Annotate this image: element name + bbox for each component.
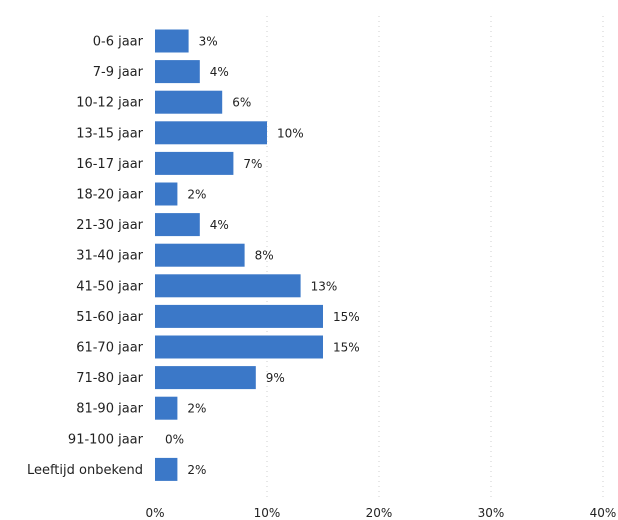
- bar: [155, 182, 178, 206]
- bar: [155, 304, 323, 328]
- category-label: 61-70 jaar: [76, 341, 143, 356]
- value-label: 10%: [277, 126, 304, 140]
- grid-lines: [266, 16, 604, 498]
- value-label: 2%: [187, 402, 206, 416]
- value-label: 4%: [210, 218, 229, 232]
- value-label: 2%: [187, 463, 206, 477]
- bar: [155, 213, 200, 237]
- value-label: 15%: [333, 341, 360, 355]
- category-label: 0-6 jaar: [93, 35, 144, 50]
- bar: [155, 457, 178, 481]
- value-label: 8%: [255, 249, 274, 263]
- category-labels: 0-6 jaar 7-9 jaar 10-12 jaar 13-15 jaar 16-1…: [27, 35, 144, 478]
- category-label: 51-60 jaar: [76, 310, 143, 325]
- x-tick-label: 40%: [590, 506, 617, 520]
- value-label: 2%: [187, 188, 206, 202]
- bar: [155, 151, 234, 175]
- value-label: 4%: [210, 65, 229, 79]
- bar: [155, 29, 189, 53]
- category-label: 91-100 jaar: [68, 432, 144, 447]
- bar: [155, 335, 323, 359]
- x-tick-label: 20%: [366, 506, 393, 520]
- value-label: 15%: [333, 310, 360, 324]
- x-axis-ticks: 0% 10% 20% 30% 40%: [145, 506, 616, 520]
- value-label: 7%: [243, 157, 262, 171]
- bar: [155, 396, 178, 420]
- category-label: 13-15 jaar: [76, 126, 143, 141]
- category-label: 7-9 jaar: [93, 65, 144, 80]
- bars: [155, 29, 323, 481]
- bar: [155, 60, 200, 84]
- value-labels: 3% 4% 6% 10% 7% 2% 4% 8% 13% 15% 15% 9% 2% 0% 2%: [165, 35, 360, 477]
- category-label: 18-20 jaar: [76, 188, 143, 203]
- category-label: 10-12 jaar: [76, 96, 143, 111]
- value-label: 13%: [311, 279, 338, 293]
- value-label: 3%: [199, 35, 218, 49]
- category-label: 31-40 jaar: [76, 249, 143, 264]
- bar: [155, 366, 256, 390]
- category-label: 81-90 jaar: [76, 402, 143, 417]
- value-label: 6%: [232, 96, 251, 110]
- category-label: 21-30 jaar: [76, 218, 143, 233]
- value-label: 9%: [266, 371, 285, 385]
- bar: [155, 121, 267, 145]
- bar: [155, 274, 301, 298]
- x-tick-label: 30%: [478, 506, 505, 520]
- category-label: Leeftijd onbekend: [27, 463, 143, 478]
- category-label: 16-17 jaar: [76, 157, 143, 172]
- x-tick-label: 0%: [145, 506, 164, 520]
- bar: [155, 90, 223, 114]
- x-tick-label: 10%: [254, 506, 281, 520]
- bar: [155, 243, 245, 267]
- category-label: 41-50 jaar: [76, 279, 143, 294]
- value-label: 0%: [165, 432, 184, 446]
- category-label: 71-80 jaar: [76, 371, 143, 386]
